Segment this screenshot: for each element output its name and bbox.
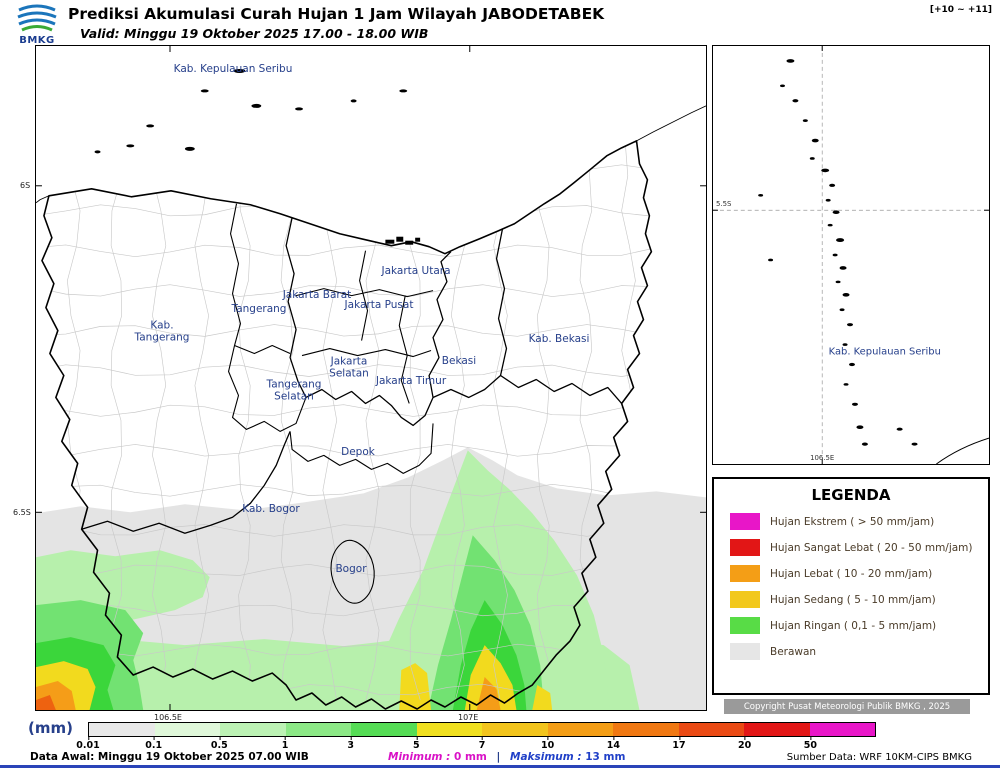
colorbar-segment: [416, 723, 482, 736]
map-region-label: Bekasi: [441, 355, 477, 368]
colorbar-segment: [220, 723, 286, 736]
lon-label-106-5e: 106.5E: [154, 713, 182, 722]
legend-swatch: [730, 617, 760, 634]
minmax-separator: |: [496, 751, 501, 763]
colorbar-tick: 0.1: [145, 737, 163, 751]
legend: LEGENDA Hujan Ekstrem ( > 50 mm/jam) Huja…: [712, 477, 990, 695]
colorbar-segment: [744, 723, 810, 736]
colorbar-segment: [482, 723, 548, 736]
city-boundaries: [81, 203, 623, 604]
colorbar-tick: 5: [413, 737, 420, 751]
maksimum-label: Maksimum :: [510, 751, 582, 763]
map-region-label: Jakarta Utara: [381, 265, 451, 278]
legend-swatch: [730, 591, 760, 608]
colorbar-tick: 50: [803, 737, 817, 751]
colorbar-segment: [678, 723, 744, 736]
colorbar-segment: [613, 723, 679, 736]
inset-islands: [758, 59, 918, 446]
main-map: Kab. Kepulauan Seribu Jakarta Utara Jakart…: [35, 45, 707, 711]
lat-label-6s: 6S: [20, 181, 31, 190]
data-awal-text: Data Awal: Minggu 19 Oktober 2025 07.00 …: [30, 751, 309, 763]
sea-islands: [94, 68, 421, 245]
lon-label-107e: 107E: [458, 713, 479, 722]
bmkg-logo-text: BMKG: [19, 35, 55, 46]
legend-item-label: Hujan Ringan ( 0,1 - 5 mm/jam): [770, 619, 937, 632]
utc-offset: [+10 ~ +11]: [929, 5, 992, 15]
inset-map-canvas: 5.5S 106.5E Kab. Kepulauan Seribu: [713, 46, 989, 464]
legend-item: Hujan Sangat Lebat ( 20 - 50 mm/jam): [730, 539, 980, 556]
map-region-label: Kab. Kepulauan Seribu: [173, 63, 293, 76]
legend-item-label: Hujan Sedang ( 5 - 10 mm/jam): [770, 593, 936, 606]
colorbar-segment: [285, 723, 351, 736]
lat-label-6-5s: 6.5S: [13, 508, 31, 517]
colorbar-tick: 17: [672, 737, 686, 751]
map-region-label: Kab. Tangerang: [134, 319, 190, 343]
colorbar-segment: [89, 723, 155, 736]
inset-coastline: [936, 437, 989, 464]
colorbar-segment: [154, 723, 220, 736]
minimum-value: 0 mm: [454, 751, 487, 763]
map-region-label: Kab. Bogor: [242, 503, 300, 516]
map-region-label: Jakarta Pusat: [344, 299, 414, 312]
legend-item: Hujan Ringan ( 0,1 - 5 mm/jam): [730, 617, 980, 634]
colorbar-unit: (mm): [28, 719, 73, 737]
legend-swatch: [730, 565, 760, 582]
map-region-label: Jakarta Timur: [375, 375, 447, 388]
legend-item: Hujan Ekstrem ( > 50 mm/jam): [730, 513, 980, 530]
rain-lebat-core-layer: [36, 695, 56, 710]
colorbar-tick: 3: [347, 737, 354, 751]
minmax-text: Minimum : 0 mm | Maksimum : 13 mm: [388, 751, 625, 763]
inset-map: 5.5S 106.5E Kab. Kepulauan Seribu: [712, 45, 990, 465]
colorbar-segment: [547, 723, 613, 736]
bmkg-logo-icon: [17, 4, 57, 32]
maksimum-value: 13 mm: [585, 751, 626, 763]
legend-item-label: Hujan Sangat Lebat ( 20 - 50 mm/jam): [770, 541, 973, 554]
inset-lon-label: 106.5E: [810, 454, 834, 462]
minimum-label: Minimum :: [388, 751, 451, 763]
colorbar-segment: [809, 723, 875, 736]
legend-item-label: Hujan Ekstrem ( > 50 mm/jam): [770, 515, 935, 528]
legend-item-label: Berawan: [770, 645, 817, 658]
legend-item: Hujan Sedang ( 5 - 10 mm/jam): [730, 591, 980, 608]
colorbar-tick: 10: [541, 737, 555, 751]
map-region-label: Depok: [341, 446, 375, 459]
colorbar-tick: 0.5: [210, 737, 228, 751]
coastline: [36, 105, 706, 204]
colorbar-tick: 1: [281, 737, 289, 751]
inset-lat-label: 5.5S: [716, 200, 732, 208]
inset-frame-ticks: [713, 46, 989, 464]
legend-swatch: [730, 539, 760, 556]
map-region-label: Jakarta Barat: [282, 289, 352, 302]
inset-region-label: Kab. Kepulauan Seribu: [829, 347, 941, 358]
source-text: Sumber Data: WRF 10KM-CIPS BMKG: [786, 752, 972, 763]
bottom-divider: [0, 765, 1000, 768]
colorbar-segment: [351, 723, 417, 736]
map-region-label: Tangerang Selatan: [266, 378, 322, 402]
colorbar-tick: 7: [478, 737, 486, 751]
colorbar-tick: 14: [606, 737, 620, 751]
legend-item: Berawan: [730, 643, 980, 660]
map-region-label: Tangerang: [231, 303, 287, 316]
legend-swatch: [730, 513, 760, 530]
legend-item: Hujan Lebat ( 10 - 20 mm/jam): [730, 565, 980, 582]
legend-item-label: Hujan Lebat ( 10 - 20 mm/jam): [770, 567, 933, 580]
legend-items: Hujan Ekstrem ( > 50 mm/jam) Hujan Sangat…: [722, 513, 980, 660]
frame-ticks: [36, 46, 706, 710]
bmkg-logo: BMKG: [12, 2, 62, 46]
legend-swatch: [730, 643, 760, 660]
map-region-label: Jakarta Selatan: [329, 355, 369, 379]
region-outer-boundary: [41, 140, 653, 710]
colorbar-tick: 20: [738, 737, 752, 751]
map-region-label: Bogor: [335, 563, 367, 576]
colorbar-tick: 0.01: [76, 737, 100, 751]
legend-title: LEGENDA: [811, 486, 891, 504]
page-title: Prediksi Akumulasi Curah Hujan 1 Jam Wil…: [68, 5, 605, 23]
main-map-canvas: [36, 46, 706, 710]
colorbar-ticks: 0.01 0.1 0.5 1 3 5 7 10 14 17 20 50: [76, 737, 876, 752]
colorbar-segments: [88, 722, 876, 737]
valid-time: Valid: Minggu 19 Oktober 2025 17.00 - 18…: [80, 26, 429, 41]
map-region-label: Kab. Bekasi: [528, 333, 590, 346]
copyright-bar: Copyright Pusat Meteorologi Publik BMKG …: [724, 699, 970, 714]
